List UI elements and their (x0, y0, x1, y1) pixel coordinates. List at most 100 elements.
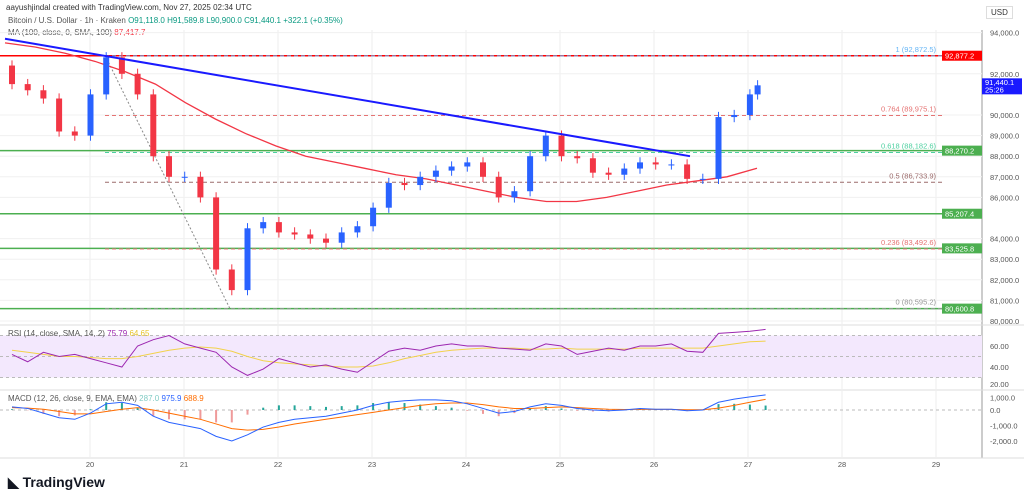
macd-histogram-bar (230, 410, 233, 423)
candle-body (432, 170, 439, 177)
macd-histogram-bar (199, 410, 202, 420)
macd-histogram-bar (356, 405, 359, 410)
macd-tick-label: -2,000.0 (990, 437, 1018, 446)
rsi-sma-line (11, 340, 766, 368)
candle-body (275, 222, 282, 233)
candle-body (527, 156, 534, 192)
candle-body (699, 178, 706, 180)
x-tick-label: 29 (932, 460, 940, 469)
candle-body (746, 94, 753, 115)
ohlc-open: O91,118.0 (128, 16, 165, 25)
ohlc-high: H91,589.8 (167, 16, 204, 25)
price-tick-label: 81,000.0 (990, 296, 1019, 305)
macd-tick-label: -1,000.0 (990, 422, 1018, 431)
last-price-label: 91,440.1 (985, 78, 1014, 87)
macd-line (11, 394, 766, 442)
fib-level-label: 1 (92,872.5) (896, 45, 937, 54)
x-tick-label: 28 (838, 460, 846, 469)
macd-histogram-bar (293, 405, 296, 410)
tradingview-logo[interactable]: ◣ TradingView (8, 474, 105, 490)
price-tick-label: 84,000.0 (990, 235, 1019, 244)
candle-body (134, 73, 141, 95)
x-tick-label: 20 (86, 460, 94, 469)
logo-icon: ◣ (8, 474, 23, 490)
candle-body (448, 166, 455, 171)
candle-body (574, 156, 581, 159)
candle-body (621, 168, 628, 175)
symbol-info: Bitcoin / U.S. Dollar · 1h · Kraken O91,… (8, 16, 343, 25)
candle-body (307, 234, 314, 239)
ohlc-change: +322.1 (+0.35%) (283, 16, 343, 25)
macd-signal-line (11, 398, 766, 431)
macd-histogram-bar (168, 410, 170, 420)
macd-histogram-bar (748, 404, 751, 410)
macd-legend: MACD (12, 26, close, 9, EMA, EMA) 287.0 … (8, 394, 204, 403)
macd-histogram-bar (42, 410, 45, 414)
fib-level-label: 0 (80,595.2) (896, 298, 937, 307)
x-tick-label: 21 (180, 460, 188, 469)
macd-histogram-bar (183, 410, 186, 420)
candle-body (338, 232, 345, 243)
macd-histogram-bar (764, 405, 767, 410)
macd-signal-value: 688.9 (183, 394, 204, 403)
last-price-badge (982, 78, 1022, 95)
candle-body (323, 238, 329, 243)
candle-body (417, 176, 424, 186)
level-badge-label: 92,877.2 (945, 52, 974, 61)
macd-value: 975.9 (161, 394, 182, 403)
macd-histogram-bar (325, 406, 327, 410)
level-badge (942, 50, 982, 61)
candle-body (370, 207, 377, 227)
symbol-name[interactable]: Bitcoin / U.S. Dollar · 1h · Kraken (8, 16, 126, 25)
x-tick-label: 25 (556, 460, 564, 469)
macd-histogram-bar (309, 406, 312, 410)
rsi-sma-value: 64.65 (129, 329, 150, 338)
candle-body (213, 197, 220, 270)
x-tick-label: 22 (274, 460, 282, 469)
macd-histogram-bar (152, 410, 155, 417)
candle-body (291, 232, 298, 235)
macd-histogram-bar (277, 405, 280, 410)
macd-histogram-bar (340, 406, 343, 410)
macd-histogram-bar (215, 410, 218, 423)
candle-body (684, 164, 691, 179)
fib-level-label: 0.764 (89,975.1) (881, 105, 937, 114)
level-badge (942, 303, 982, 314)
ohlc-close: C91,440.1 (244, 16, 281, 25)
currency-button[interactable]: USD (986, 6, 1013, 19)
credit-text: aayushjindal created with TradingView.co… (6, 3, 252, 12)
candle-body (589, 158, 596, 173)
rsi-tick-label: 60.00 (990, 342, 1009, 351)
macd-histogram-bar (434, 406, 437, 410)
candle-body (181, 176, 188, 178)
macd-histogram-bar (372, 403, 375, 410)
macd-histogram-bar (717, 404, 720, 410)
candle-body (401, 182, 408, 186)
level-badge-label: 88,270.2 (945, 147, 974, 156)
macd-histogram-bar (387, 402, 390, 410)
price-tick-label: 92,000.0 (990, 70, 1019, 79)
candle-body (542, 135, 549, 157)
ma-line (4, 42, 758, 203)
candle-body (495, 176, 502, 198)
macd-histogram-bar (58, 410, 61, 417)
macd-hist-value: 287.0 (139, 394, 160, 403)
fib-level-label: 0.236 (83,492.6) (881, 238, 937, 247)
rsi-line (11, 328, 766, 376)
macd-histogram-bar (262, 407, 265, 410)
rsi-value: 75.79 (107, 329, 128, 338)
level-badge (942, 243, 982, 254)
candle-body (605, 172, 612, 175)
candle-body (480, 162, 486, 177)
x-tick-label: 26 (650, 460, 658, 469)
macd-histogram-bar (450, 407, 453, 410)
candle-body (464, 162, 471, 167)
ohlc-low: L90,900.0 (206, 16, 242, 25)
candle-body (244, 228, 251, 291)
candle-body (260, 222, 267, 229)
macd-histogram-bar (89, 409, 92, 410)
macd-histogram-bar (403, 403, 406, 410)
candle-body (103, 57, 110, 95)
candle-body (731, 115, 738, 118)
